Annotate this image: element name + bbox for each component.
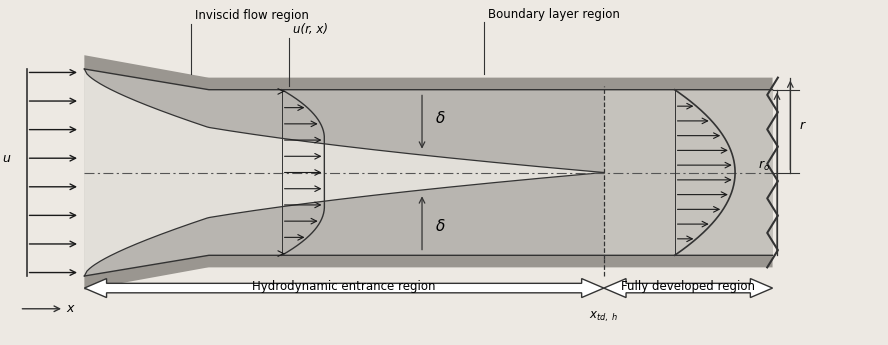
Polygon shape [604,279,773,297]
Text: Hydrodynamic entrance region: Hydrodynamic entrance region [252,280,436,293]
Text: Boundary layer region: Boundary layer region [488,8,621,21]
Polygon shape [84,279,604,297]
Polygon shape [84,55,773,90]
Text: $r_o$: $r_o$ [757,159,770,172]
Text: u(r, x): u(r, x) [293,23,328,36]
Polygon shape [604,90,773,255]
Polygon shape [84,69,604,172]
Polygon shape [84,69,773,276]
Polygon shape [84,69,604,276]
Text: $x_{td,\ h}$: $x_{td,\ h}$ [590,310,618,324]
Text: Fully developed region: Fully developed region [622,280,755,293]
Text: Inviscid flow region: Inviscid flow region [195,9,309,22]
Polygon shape [84,255,773,290]
Text: r: r [799,119,805,131]
Text: δ: δ [435,219,445,234]
Text: x: x [67,302,74,315]
Polygon shape [84,172,604,276]
Text: δ: δ [435,111,445,126]
Text: u: u [3,152,10,165]
